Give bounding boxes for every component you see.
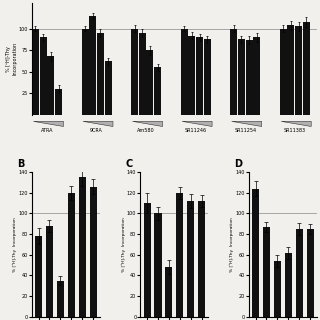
Polygon shape — [33, 121, 63, 126]
Bar — [253, 37, 260, 115]
Bar — [105, 61, 112, 115]
Text: B: B — [17, 159, 24, 169]
Y-axis label: % [³H]-Thy  Incorporation: % [³H]-Thy Incorporation — [12, 217, 17, 272]
Bar — [196, 37, 203, 115]
Bar — [204, 39, 211, 115]
Bar — [47, 56, 54, 115]
Bar — [280, 29, 287, 115]
Bar — [131, 29, 138, 115]
Bar — [188, 36, 195, 115]
Bar — [303, 22, 310, 115]
Bar — [296, 229, 303, 317]
Bar — [57, 281, 64, 317]
Bar — [46, 226, 53, 317]
Bar — [79, 177, 86, 317]
Bar — [252, 189, 259, 317]
Bar — [307, 229, 314, 317]
Bar — [274, 261, 281, 317]
Y-axis label: % [³H]-Thy
Incorporation: % [³H]-Thy Incorporation — [6, 42, 17, 76]
Bar — [90, 187, 97, 317]
Text: SR11246: SR11246 — [185, 128, 207, 133]
Bar — [295, 26, 302, 115]
Text: Am580: Am580 — [137, 128, 155, 133]
Bar — [68, 193, 75, 317]
Bar — [139, 33, 146, 115]
Bar — [165, 267, 172, 317]
Bar — [238, 39, 245, 115]
Y-axis label: % [³H]-Thy  Incorporation: % [³H]-Thy Incorporation — [229, 217, 234, 272]
Bar — [285, 253, 292, 317]
Bar — [97, 33, 104, 115]
Polygon shape — [83, 121, 113, 126]
Bar — [143, 203, 151, 317]
Text: SR11383: SR11383 — [284, 128, 306, 133]
Bar — [176, 193, 183, 317]
Text: 9CRA: 9CRA — [90, 128, 103, 133]
Bar — [89, 16, 96, 115]
Bar — [40, 37, 47, 115]
Text: SR11254: SR11254 — [234, 128, 256, 133]
Polygon shape — [232, 121, 262, 126]
Polygon shape — [132, 121, 163, 126]
Bar — [154, 68, 161, 115]
Bar — [32, 29, 39, 115]
Polygon shape — [281, 121, 311, 126]
Bar — [35, 236, 42, 317]
Text: ATRA: ATRA — [41, 128, 53, 133]
Bar — [155, 213, 162, 317]
Bar — [198, 201, 205, 317]
Bar — [246, 40, 252, 115]
Bar — [287, 26, 294, 115]
Bar — [55, 89, 62, 115]
Bar — [263, 227, 270, 317]
Y-axis label: % [³H]-Thy  Incorporation: % [³H]-Thy Incorporation — [121, 217, 125, 272]
Bar — [181, 29, 188, 115]
Text: C: C — [125, 159, 133, 169]
Bar — [82, 29, 89, 115]
Polygon shape — [182, 121, 212, 126]
Bar — [147, 50, 154, 115]
Text: D: D — [234, 159, 242, 169]
Bar — [187, 201, 194, 317]
Bar — [230, 29, 237, 115]
